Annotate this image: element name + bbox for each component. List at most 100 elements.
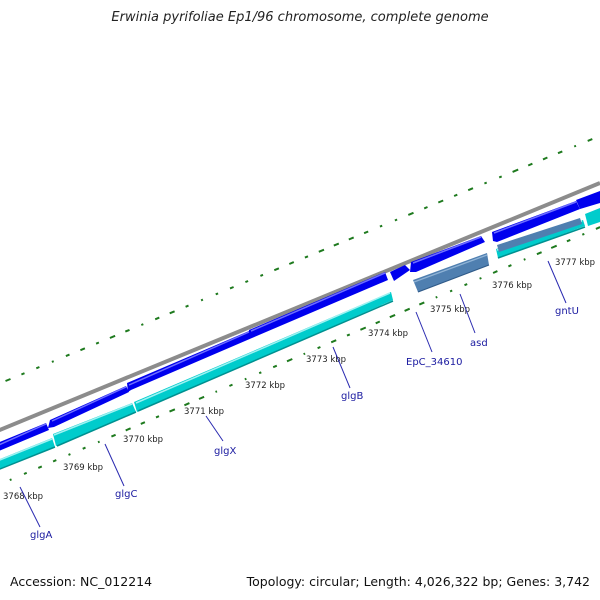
reverse-cds[interactable] (585, 208, 600, 226)
forward-cds[interactable] (0, 423, 49, 455)
gc-tick (587, 138, 593, 142)
gene-labels: glgA glgC glgX glgB EpC_34610 asd gntU (30, 306, 579, 541)
gc-tick (304, 255, 309, 259)
gc-tick (272, 364, 278, 369)
reverse-cds[interactable] (134, 292, 393, 412)
gc-tick (423, 206, 428, 210)
pseudo-feature[interactable] (413, 253, 489, 292)
gc-tick (288, 261, 295, 265)
gc-tick (169, 310, 175, 315)
gc-tick (185, 304, 189, 308)
gc-tick (286, 358, 293, 363)
gc-tick (508, 264, 512, 268)
gc-tick (527, 162, 533, 167)
gc-tick (80, 347, 86, 352)
gc-tick (573, 144, 577, 148)
gc-tick (404, 307, 411, 312)
gc-tick (125, 427, 131, 432)
gc-tick (228, 383, 233, 387)
forward-cds[interactable] (127, 331, 252, 392)
backbone-ring (0, 181, 600, 433)
reverse-cds[interactable] (0, 438, 55, 473)
kbp-label: 3774 kbp (368, 329, 408, 339)
gc-tick (348, 236, 355, 241)
gc-tick (449, 289, 453, 293)
gc-tick (317, 346, 321, 350)
gc-tick (318, 248, 325, 253)
gene-label[interactable]: glgC (115, 489, 137, 500)
gc-ticks-outer (5, 138, 593, 382)
kbp-label: 3768 kbp (3, 492, 43, 502)
gc-tick (109, 334, 116, 339)
kbp-label: 3776 kbp (492, 281, 532, 291)
gc-tick (215, 292, 219, 296)
gene-label[interactable]: glgA (30, 530, 52, 541)
gc-tick (21, 372, 25, 376)
gene-label[interactable]: gntU (555, 306, 579, 317)
reverse-cds[interactable] (53, 403, 136, 446)
kbp-label: 3769 kbp (63, 463, 103, 473)
gc-tick (260, 273, 264, 277)
reverse-strand-features (0, 208, 600, 473)
gc-tick (453, 193, 458, 197)
forward-cds[interactable] (492, 201, 580, 242)
gc-tick (407, 211, 414, 216)
gc-tick (245, 280, 249, 284)
forward-strand-features (0, 191, 600, 455)
gc-tick (82, 446, 86, 450)
kbp-label: 3775 kbp (430, 305, 470, 315)
gc-tick (435, 295, 438, 299)
gene-leaders (19, 260, 567, 528)
gc-tick (542, 156, 548, 161)
forward-cds[interactable] (410, 236, 485, 272)
gc-tick (9, 478, 12, 482)
gc-tick (200, 298, 204, 302)
gc-tick (124, 328, 130, 333)
gene-label[interactable]: asd (470, 338, 488, 349)
gc-tick (140, 323, 144, 326)
gc-tick (379, 224, 383, 228)
forward-cds[interactable] (390, 265, 410, 281)
gc-tick (52, 459, 57, 463)
gc-tick (467, 187, 474, 192)
gc-tick (360, 326, 367, 331)
gc-tick (437, 199, 444, 204)
kbp-label: 3777 kbp (555, 258, 595, 268)
gc-tick (111, 433, 116, 438)
gene-label[interactable]: glgX (214, 446, 236, 457)
gc-tick (418, 301, 425, 306)
gc-tick (389, 313, 396, 319)
gene-label[interactable]: EpC_34610 (406, 357, 462, 368)
gc-tick (346, 333, 351, 337)
gc-tick (97, 440, 101, 444)
forward-cds[interactable] (576, 191, 600, 209)
gc-tick (566, 238, 571, 243)
gc-tick (68, 453, 71, 456)
forward-cds[interactable] (48, 386, 129, 428)
gc-tick (375, 320, 381, 325)
gc-tick (536, 251, 542, 256)
pseudo-feature[interactable] (497, 218, 582, 252)
gc-tick (95, 341, 100, 345)
kbp-label: 3771 kbp (184, 407, 224, 417)
kbp-label: 3770 kbp (123, 435, 163, 445)
gc-tick (523, 258, 526, 261)
map-title: Erwinia pyrifoliae Ep1/96 chromosome, co… (111, 10, 489, 25)
gc-ticks-inner (9, 226, 600, 482)
gc-tick (363, 230, 369, 235)
gc-tick (37, 465, 43, 469)
gc-tick (169, 408, 176, 413)
gc-tick (258, 371, 262, 375)
kbp-label: 3772 kbp (245, 381, 285, 391)
gc-tick (595, 226, 600, 230)
gene-label[interactable]: glgB (341, 391, 363, 402)
gc-tick (498, 175, 503, 179)
gc-tick (479, 277, 482, 280)
gc-tick (198, 395, 205, 400)
gc-tick (303, 352, 306, 356)
gc-tick (581, 232, 585, 236)
forward-cds[interactable] (248, 272, 388, 338)
gc-tick (244, 377, 247, 381)
gc-tick (512, 168, 519, 173)
